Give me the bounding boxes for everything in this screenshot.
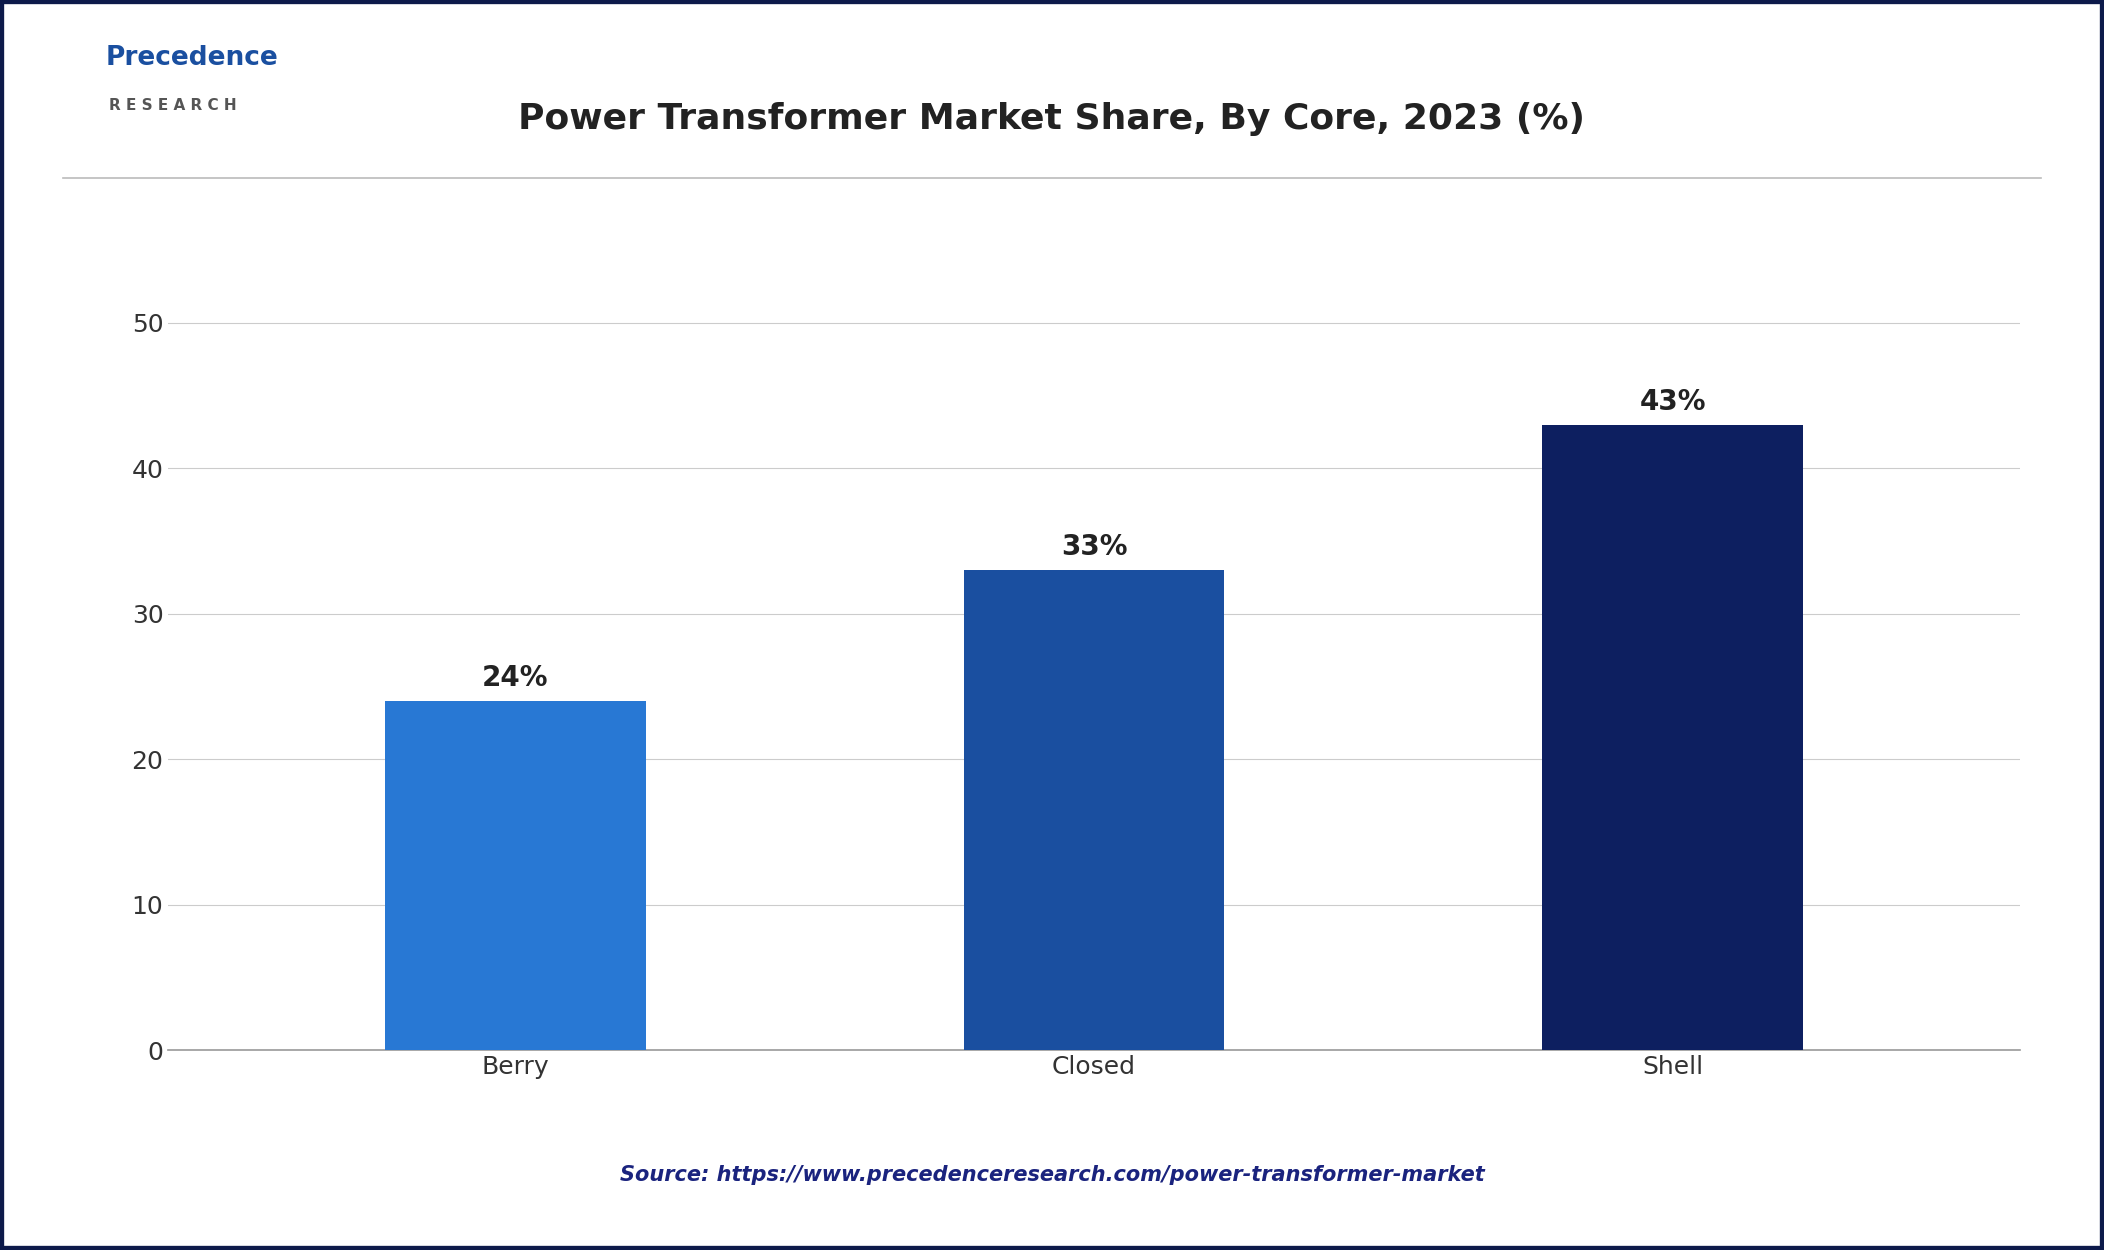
Text: Source: https://www.precedenceresearch.com/power-transformer-market: Source: https://www.precedenceresearch.c…: [619, 1165, 1485, 1185]
Bar: [1542, 425, 1803, 1050]
Bar: [964, 570, 1225, 1050]
Bar: [385, 701, 646, 1050]
Text: 24%: 24%: [482, 664, 549, 692]
Text: R E S E A R C H: R E S E A R C H: [109, 98, 238, 112]
Text: 43%: 43%: [1639, 388, 1706, 416]
Text: Precedence: Precedence: [105, 45, 278, 71]
Text: Power Transformer Market Share, By Core, 2023 (%): Power Transformer Market Share, By Core,…: [518, 101, 1586, 136]
Text: 33%: 33%: [1060, 534, 1128, 561]
